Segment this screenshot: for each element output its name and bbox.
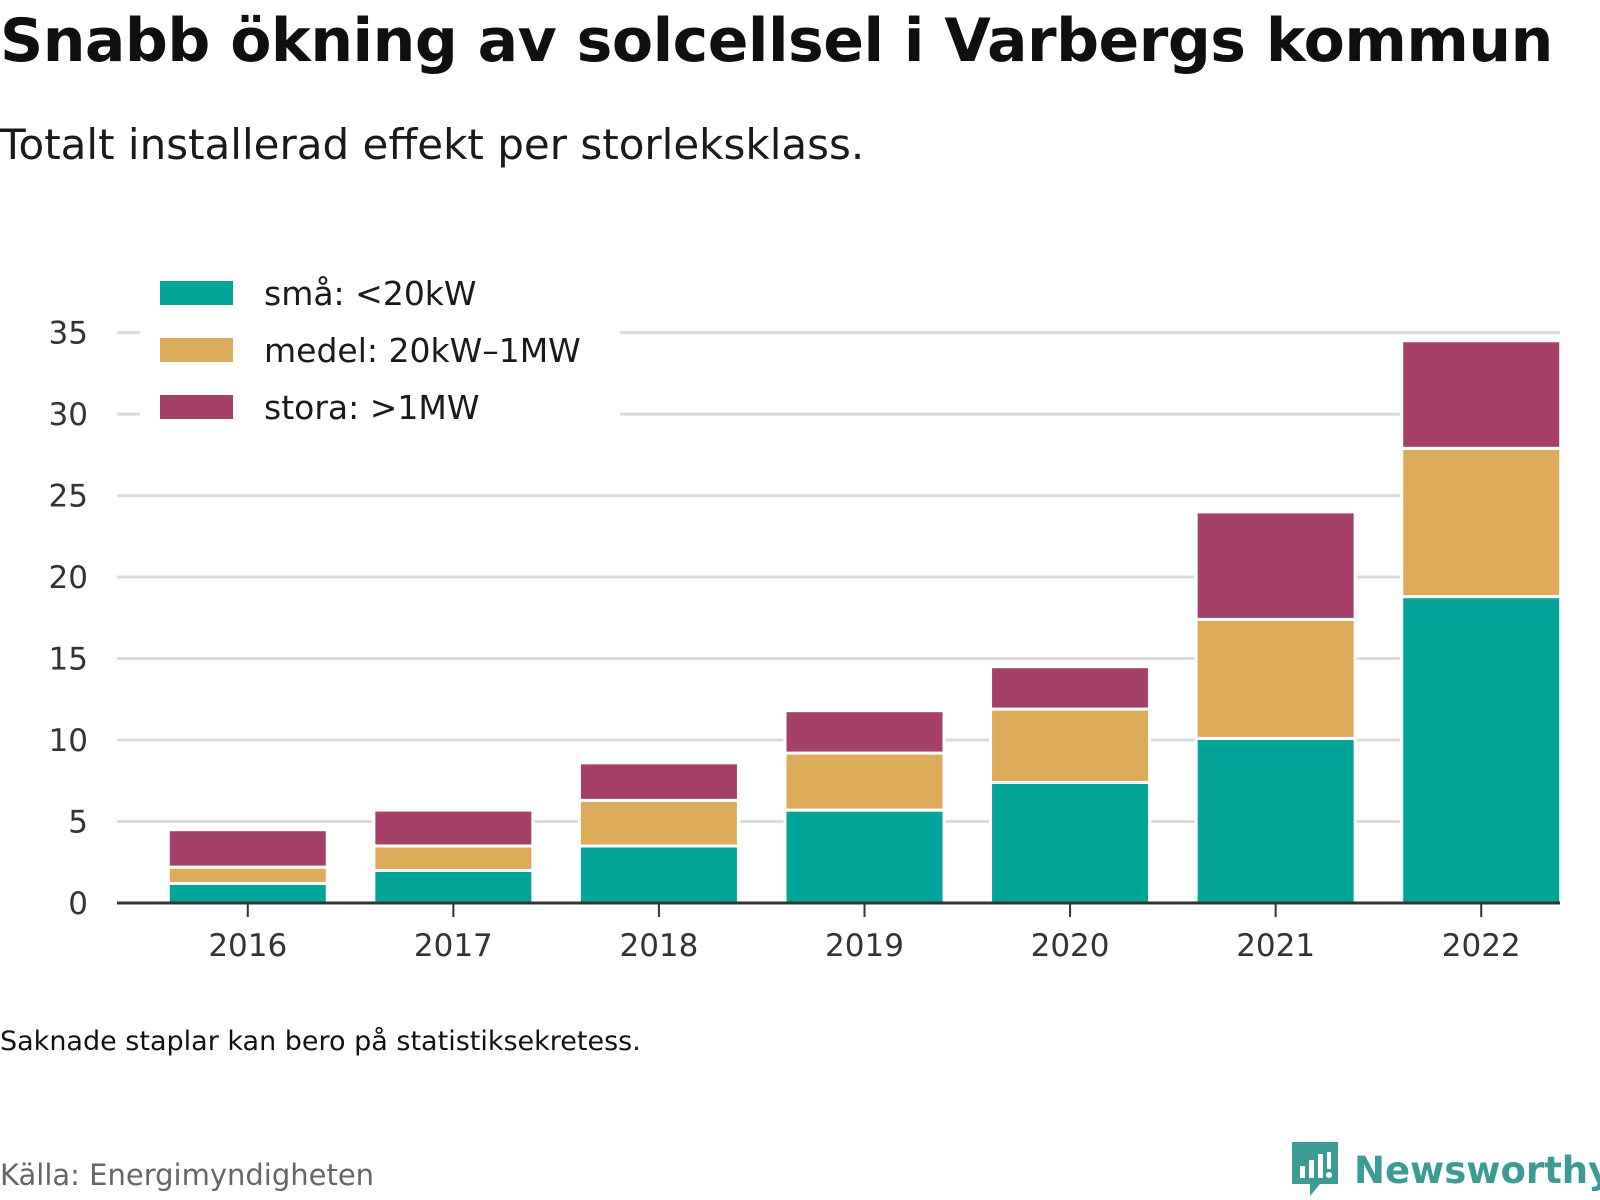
y-tick-label: 15 xyxy=(49,642,88,678)
bar-2021-series-0 xyxy=(1194,736,1357,905)
bar-2017-series-2 xyxy=(372,808,535,848)
bar-2019-series-0 xyxy=(783,808,946,905)
bar-2022-series-1 xyxy=(1400,446,1563,599)
source-label: Källa: Energimyndigheten xyxy=(0,1158,375,1192)
y-tick-label: 35 xyxy=(49,316,88,352)
bar-2020-series-1 xyxy=(989,707,1152,784)
x-tick-label: 2020 xyxy=(1031,928,1110,964)
x-tick-label: 2016 xyxy=(208,928,287,964)
bar-2016-series-2 xyxy=(166,828,329,869)
bar-2018-series-1 xyxy=(577,798,740,848)
x-tick-label: 2019 xyxy=(825,928,904,964)
y-tick-label: 25 xyxy=(49,479,88,515)
y-tick-label: 10 xyxy=(49,723,88,759)
legend-swatch xyxy=(160,338,233,362)
bar-2019-series-2 xyxy=(783,709,946,755)
legend-label: medel: 20kW–1MW xyxy=(264,331,581,370)
bar-2017-series-0 xyxy=(372,868,535,905)
legend: små: <20kW medel: 20kW–1MW stora: >1MW xyxy=(140,270,620,430)
bars xyxy=(166,339,1563,905)
y-tick-label: 30 xyxy=(49,397,88,433)
brand-logo: Newsworthy xyxy=(1290,1140,1600,1200)
legend-label: stora: >1MW xyxy=(264,388,479,427)
bar-2021-series-2 xyxy=(1194,510,1357,621)
bar-2016-series-1 xyxy=(166,865,329,885)
bar-2020-series-0 xyxy=(989,780,1152,905)
legend-swatch xyxy=(160,281,233,305)
bar-2019-series-1 xyxy=(783,751,946,812)
brand-name: Newsworthy xyxy=(1354,1148,1600,1192)
newsworthy-logo-icon xyxy=(1292,1142,1338,1196)
bar-2016-series-0 xyxy=(166,881,329,905)
chart-subtitle: Totalt installerad effekt per storlekskl… xyxy=(0,120,865,169)
legend-label: små: <20kW xyxy=(264,274,477,313)
x-tick-label: 2017 xyxy=(414,928,493,964)
x-tick-label: 2021 xyxy=(1236,928,1315,964)
bar-2018-series-2 xyxy=(577,761,740,802)
y-tick-label: 0 xyxy=(68,886,88,922)
stacked-bar-chart: 0 5 10 15 20 25 30 35 2016 2017 2018 2019 2020 2021 20… xyxy=(48,270,1563,964)
y-tick-label: 20 xyxy=(49,560,88,596)
bar-2022-series-2 xyxy=(1400,339,1563,450)
bar-2020-series-2 xyxy=(989,665,1152,711)
chart-note: Saknade staplar kan bero på statistiksek… xyxy=(0,1026,641,1057)
axes: 0 5 10 15 20 25 30 35 2016 2017 2018 2019 2020 2021 20… xyxy=(49,316,1560,964)
y-tick-label: 5 xyxy=(68,805,88,841)
x-tick-label: 2018 xyxy=(619,928,698,964)
chart-title: Snabb ökning av solcellsel i Varbergs ko… xyxy=(0,6,1553,76)
bar-2022-series-0 xyxy=(1400,595,1563,905)
bar-2018-series-0 xyxy=(577,844,740,905)
legend-swatch xyxy=(160,395,233,419)
bar-2017-series-1 xyxy=(372,844,535,872)
bar-2021-series-1 xyxy=(1194,617,1357,740)
x-tick-label: 2022 xyxy=(1442,928,1521,964)
